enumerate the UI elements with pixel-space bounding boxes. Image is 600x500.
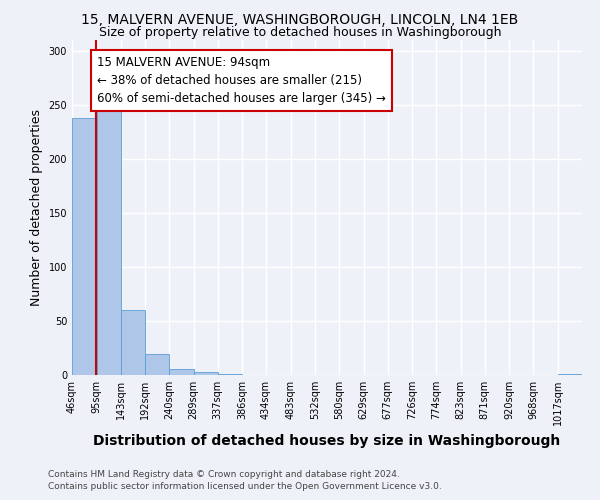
Text: 15, MALVERN AVENUE, WASHINGBOROUGH, LINCOLN, LN4 1EB: 15, MALVERN AVENUE, WASHINGBOROUGH, LINC… (82, 12, 518, 26)
Bar (121, 310, 145, 375)
Bar (169, 368, 193, 375)
Bar (97, 112, 121, 375)
Bar (193, 372, 218, 375)
Text: Size of property relative to detached houses in Washingborough: Size of property relative to detached ho… (99, 26, 501, 39)
Bar (218, 374, 242, 375)
X-axis label: Distribution of detached houses by size in Washingborough: Distribution of detached houses by size … (94, 434, 560, 448)
Bar (145, 354, 169, 375)
Y-axis label: Number of detached properties: Number of detached properties (30, 109, 43, 306)
Bar (72, 118, 97, 375)
Bar (557, 374, 582, 375)
Text: Contains HM Land Registry data © Crown copyright and database right 2024.
Contai: Contains HM Land Registry data © Crown c… (48, 470, 442, 491)
Text: 15 MALVERN AVENUE: 94sqm
← 38% of detached houses are smaller (215)
60% of semi-: 15 MALVERN AVENUE: 94sqm ← 38% of detach… (97, 56, 386, 105)
